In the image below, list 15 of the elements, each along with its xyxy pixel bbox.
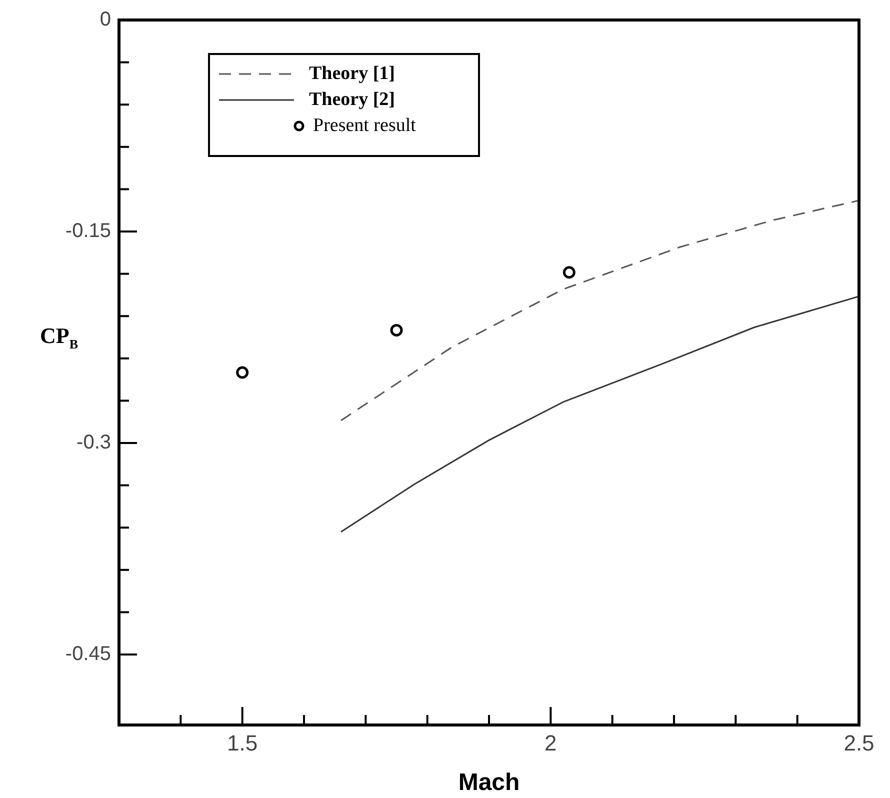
point [390,324,403,336]
point [236,366,249,379]
y-tick-label: 0 [100,8,111,31]
point [562,266,576,279]
x-axis-title: Mach [458,769,520,796]
legend-label: Theory [2] [309,88,396,110]
x-tick-label: 2.5 [844,730,874,756]
legend-label: Theory [1] [309,62,396,84]
legend-label: Present result [313,114,417,136]
x-tick-label: 1.5 [227,730,258,756]
y-tick-label: -0.3 [76,432,111,454]
line-series [340,200,859,422]
y-tick-label: -0.15 [65,220,111,242]
x-tick-label: 2 [544,730,557,756]
y-tick-label: -0.45 [65,643,111,666]
